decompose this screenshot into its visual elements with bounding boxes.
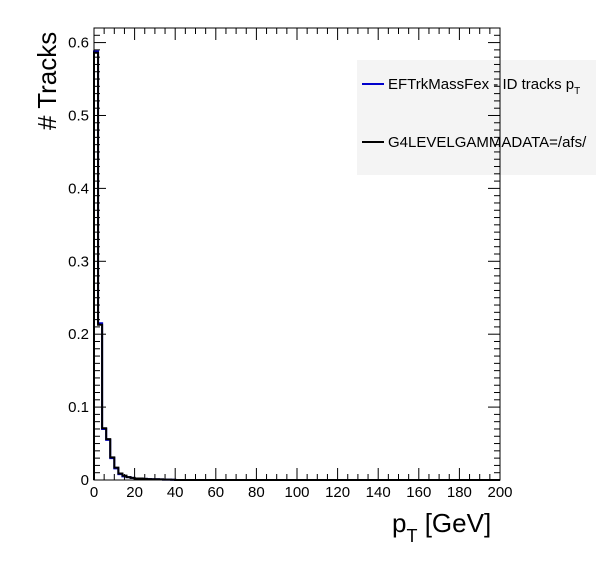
y-tick-label: 0: [81, 472, 89, 489]
y-tick-label: 0.2: [68, 326, 89, 343]
y-axis-title: # Tracks: [32, 32, 62, 130]
x-tick-label: 100: [284, 484, 309, 501]
x-tick-label: 120: [325, 484, 350, 501]
legend-label-series-1-main: EFTrkMassFex - ID tracks p: [388, 76, 574, 93]
legend: EFTrkMassFex - ID tracks pT G4LEVELGAMMA…: [362, 76, 587, 151]
y-tick-label: 0.6: [68, 35, 89, 52]
y-tick-label: 0.4: [68, 180, 89, 197]
x-axis-title-subscript: T: [406, 526, 417, 546]
x-tick-label: 80: [248, 484, 265, 501]
x-tick-labels: 0 20 40 60 80 100 120 140 160 180 200: [90, 484, 513, 501]
x-axis-title-unit: [GeV]: [417, 508, 491, 538]
x-tick-label: 140: [366, 484, 391, 501]
x-tick-label: 40: [167, 484, 184, 501]
legend-label-series-1-subscript: T: [574, 86, 580, 97]
y-tick-label: 0.1: [68, 399, 89, 416]
x-axis-title-main: p: [392, 508, 406, 538]
x-tick-label: 20: [126, 484, 143, 501]
x-axis-title: pT [GeV]: [392, 508, 491, 546]
y-tick-label: 0.3: [68, 253, 89, 270]
y-tick-labels: 0 0.1 0.2 0.3 0.4 0.5 0.6: [68, 35, 89, 489]
x-tick-label: 160: [406, 484, 431, 501]
x-tick-label: 200: [487, 484, 512, 501]
y-tick-label: 0.5: [68, 107, 89, 124]
legend-box: [357, 60, 596, 175]
x-tick-label: 60: [207, 484, 224, 501]
legend-label-series-2: G4LEVELGAMMADATA=/afs/: [388, 134, 587, 151]
x-tick-label: 180: [447, 484, 472, 501]
x-tick-label: 0: [90, 484, 98, 501]
ticks-layer: [93, 27, 501, 481]
legend-label-series-1: EFTrkMassFex - ID tracks pT: [388, 76, 580, 97]
